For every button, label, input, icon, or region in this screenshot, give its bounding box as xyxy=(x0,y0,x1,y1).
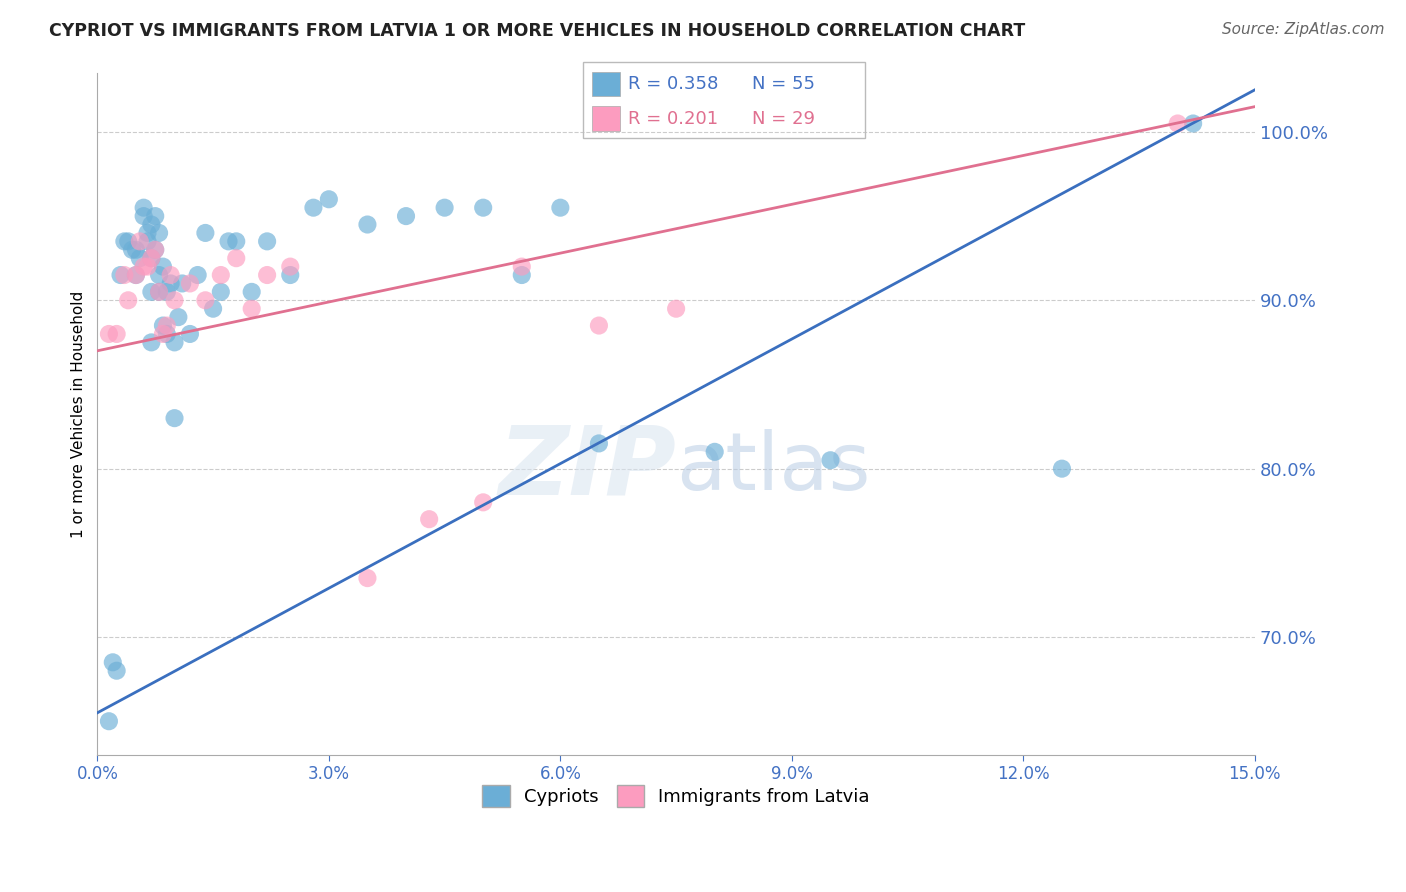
Point xyxy=(163,411,186,425)
Point xyxy=(112,235,135,249)
Point xyxy=(141,218,163,232)
Point xyxy=(101,655,124,669)
Point xyxy=(148,226,170,240)
Point xyxy=(194,226,217,240)
Point xyxy=(110,268,132,282)
Point xyxy=(194,293,217,308)
Point xyxy=(148,285,170,299)
Point xyxy=(588,436,610,450)
Point xyxy=(141,251,163,265)
Point xyxy=(172,277,194,291)
Point xyxy=(159,268,181,282)
Point xyxy=(141,285,163,299)
Point xyxy=(225,235,247,249)
Point xyxy=(703,445,725,459)
Point xyxy=(256,268,278,282)
Point xyxy=(148,285,170,299)
Point xyxy=(97,714,120,729)
Point xyxy=(433,201,456,215)
Point xyxy=(209,285,232,299)
Point xyxy=(143,209,166,223)
Point xyxy=(163,335,186,350)
Point xyxy=(143,243,166,257)
Point xyxy=(125,268,148,282)
Point xyxy=(278,268,301,282)
Point xyxy=(318,192,340,206)
Point xyxy=(136,260,159,274)
Point xyxy=(152,260,174,274)
Point xyxy=(105,326,128,341)
Text: ZIP: ZIP xyxy=(498,422,676,515)
Point xyxy=(128,235,150,249)
Text: Source: ZipAtlas.com: Source: ZipAtlas.com xyxy=(1222,22,1385,37)
Point xyxy=(97,326,120,341)
Text: R = 0.201: R = 0.201 xyxy=(628,110,718,128)
Bar xyxy=(592,106,620,130)
Point xyxy=(163,293,186,308)
Text: R = 0.358: R = 0.358 xyxy=(628,75,718,93)
Point xyxy=(121,243,143,257)
Point xyxy=(588,318,610,333)
Point xyxy=(240,301,263,316)
Point xyxy=(202,301,225,316)
Point xyxy=(117,293,139,308)
Text: N = 29: N = 29 xyxy=(752,110,815,128)
Point xyxy=(156,285,179,299)
Point xyxy=(152,326,174,341)
Point xyxy=(472,495,495,509)
Point xyxy=(218,235,240,249)
Point xyxy=(302,201,325,215)
Point xyxy=(141,251,163,265)
Point xyxy=(156,318,179,333)
Point xyxy=(225,251,247,265)
Y-axis label: 1 or more Vehicles in Household: 1 or more Vehicles in Household xyxy=(72,290,86,538)
Point xyxy=(510,260,533,274)
Point xyxy=(125,243,148,257)
Text: N = 55: N = 55 xyxy=(752,75,815,93)
Point xyxy=(156,326,179,341)
Point xyxy=(1182,116,1205,130)
Point xyxy=(125,268,148,282)
Text: CYPRIOT VS IMMIGRANTS FROM LATVIA 1 OR MORE VEHICLES IN HOUSEHOLD CORRELATION CH: CYPRIOT VS IMMIGRANTS FROM LATVIA 1 OR M… xyxy=(49,22,1025,40)
Legend: Cypriots, Immigrants from Latvia: Cypriots, Immigrants from Latvia xyxy=(475,778,877,814)
Point xyxy=(240,285,263,299)
Point xyxy=(510,268,533,282)
Point xyxy=(187,268,209,282)
Point xyxy=(105,664,128,678)
Point xyxy=(278,260,301,274)
Point xyxy=(356,571,378,585)
Point xyxy=(356,218,378,232)
Point xyxy=(132,209,155,223)
Text: atlas: atlas xyxy=(676,429,870,508)
Point xyxy=(141,335,163,350)
Point xyxy=(1167,116,1189,130)
Point xyxy=(159,277,181,291)
Point xyxy=(132,201,155,215)
Point xyxy=(1050,461,1073,475)
Bar xyxy=(592,71,620,95)
Point xyxy=(820,453,842,467)
Point xyxy=(152,318,174,333)
Point xyxy=(665,301,688,316)
Point xyxy=(209,268,232,282)
Point xyxy=(148,268,170,282)
Point xyxy=(136,235,159,249)
Point xyxy=(143,243,166,257)
Point xyxy=(256,235,278,249)
Point xyxy=(167,310,190,325)
Point xyxy=(128,251,150,265)
Point xyxy=(550,201,572,215)
Point xyxy=(418,512,440,526)
Point xyxy=(117,235,139,249)
Point xyxy=(179,277,201,291)
Point xyxy=(472,201,495,215)
Point xyxy=(179,326,201,341)
Point xyxy=(136,226,159,240)
Point xyxy=(112,268,135,282)
Point xyxy=(395,209,418,223)
Point xyxy=(132,260,155,274)
